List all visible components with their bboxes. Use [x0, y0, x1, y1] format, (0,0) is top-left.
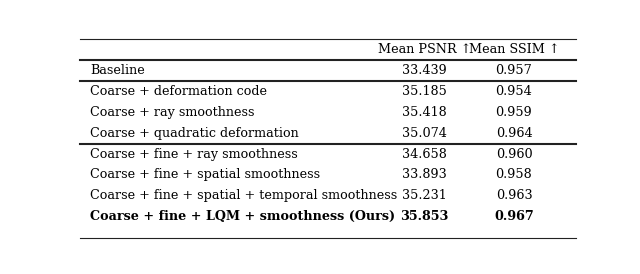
Text: Baseline: Baseline — [90, 64, 145, 77]
Text: 0.964: 0.964 — [496, 127, 532, 140]
Text: Coarse + fine + LQM + smoothness (Ours): Coarse + fine + LQM + smoothness (Ours) — [90, 210, 395, 223]
Text: Coarse + fine + spatial + temporal smoothness: Coarse + fine + spatial + temporal smoot… — [90, 189, 397, 202]
Text: 0.954: 0.954 — [495, 85, 532, 98]
Text: 35.074: 35.074 — [403, 127, 447, 140]
Text: Coarse + quadratic deformation: Coarse + quadratic deformation — [90, 127, 299, 140]
Text: 0.963: 0.963 — [496, 189, 532, 202]
Text: 33.893: 33.893 — [403, 169, 447, 181]
Text: Mean SSIM ↑: Mean SSIM ↑ — [468, 43, 559, 56]
Text: 0.960: 0.960 — [496, 147, 532, 161]
Text: 0.967: 0.967 — [494, 210, 534, 223]
Text: 35.185: 35.185 — [403, 85, 447, 98]
Text: 35.231: 35.231 — [403, 189, 447, 202]
Text: Coarse + fine + spatial smoothness: Coarse + fine + spatial smoothness — [90, 169, 320, 181]
Text: 0.957: 0.957 — [495, 64, 532, 77]
Text: Mean PSNR ↑: Mean PSNR ↑ — [378, 43, 471, 56]
Text: 35.418: 35.418 — [403, 106, 447, 119]
Text: 34.658: 34.658 — [403, 147, 447, 161]
Text: Coarse + fine + ray smoothness: Coarse + fine + ray smoothness — [90, 147, 298, 161]
Text: Coarse + ray smoothness: Coarse + ray smoothness — [90, 106, 255, 119]
Text: 0.959: 0.959 — [495, 106, 532, 119]
Text: 33.439: 33.439 — [403, 64, 447, 77]
Text: 0.958: 0.958 — [495, 169, 532, 181]
Text: Coarse + deformation code: Coarse + deformation code — [90, 85, 267, 98]
Text: 35.853: 35.853 — [401, 210, 449, 223]
